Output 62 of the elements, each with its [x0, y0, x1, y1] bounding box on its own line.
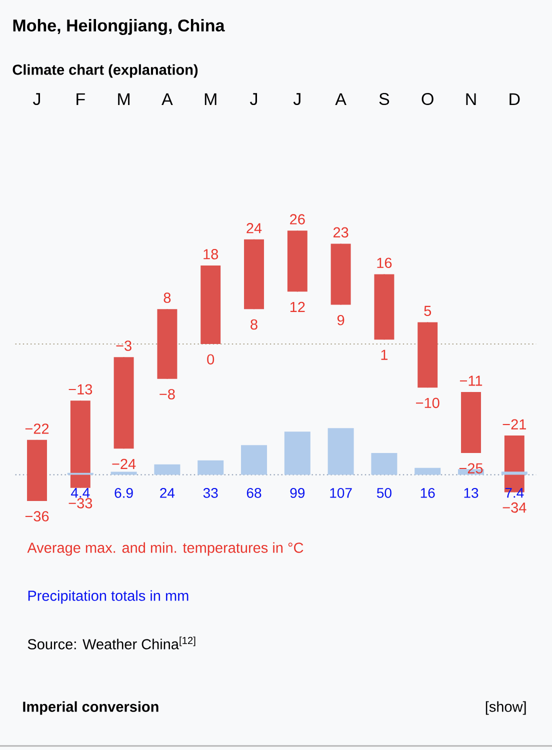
data-label: 16 [420, 488, 435, 498]
bar [198, 460, 224, 475]
bar [328, 428, 354, 475]
text: Average max. and min. temperatures in °C [27, 542, 304, 556]
data-label: 24 [160, 488, 175, 498]
x-tick-label: J [33, 93, 40, 106]
chart-title: Mohe, Heilongjiang, China [13, 19, 225, 35]
data-label: 68 [246, 488, 262, 498]
annotation: −25 [459, 463, 483, 474]
annotation: −8 [160, 389, 175, 400]
text: Imperial conversion [23, 701, 158, 715]
x-tick-label: S [379, 92, 390, 106]
bar [154, 464, 180, 475]
annotation: 1 [381, 350, 388, 360]
x-tick-label: A [335, 93, 346, 106]
annotation: 23 [333, 227, 348, 238]
annotation: 24 [246, 223, 262, 234]
data-label: 99 [290, 488, 305, 498]
x-tick-label: J [293, 93, 300, 106]
source-note: Source: Weather China$^{[12]}$ [28, 636, 196, 650]
annotation: 26 [290, 214, 305, 224]
annotation: 12 [290, 302, 305, 312]
data-label: 13 [464, 488, 478, 498]
x-tick-label: O [422, 92, 434, 106]
annotation: 0 [207, 354, 214, 364]
annotation: −33 [68, 498, 92, 508]
bar [241, 445, 267, 475]
x-tick-label: F [76, 93, 85, 106]
annotation: 9 [337, 314, 344, 326]
annotation: 8 [164, 292, 171, 303]
data-label: 50 [376, 488, 392, 498]
bar [371, 453, 398, 475]
annotation: −11 [460, 376, 482, 386]
annotation: 8 [250, 319, 258, 330]
x-tick-label: A [162, 93, 173, 106]
x-tick-label: J [250, 93, 257, 106]
annotation: −13 [68, 384, 92, 394]
annotation: 16 [377, 258, 392, 268]
annotation: −24 [112, 458, 136, 469]
x-tick-label: M [118, 93, 130, 106]
data-label: 107 [330, 488, 352, 498]
annotation: 5 [424, 306, 432, 316]
data-label: 6.9 [114, 488, 133, 498]
bar [414, 468, 441, 475]
text: Precipitation totals in mm [28, 590, 188, 604]
bar [284, 432, 310, 475]
annotation: −21 [502, 419, 526, 430]
annotation: −36 [25, 511, 49, 522]
chart-subtitle: Climate chart (explanation) [12, 64, 198, 78]
x-tick-label: D [510, 93, 520, 106]
annotation: −34 [502, 502, 526, 513]
x-tick-label: N [466, 93, 476, 106]
x-tick-label: M [204, 93, 216, 106]
data-label: 4.4 [70, 488, 90, 498]
annotation: −22 [25, 424, 49, 434]
text: [show] [486, 701, 526, 715]
annotation: −3 [116, 340, 132, 351]
bar [501, 472, 528, 475]
data-label: 33 [203, 488, 218, 498]
annotation: 18 [204, 249, 218, 260]
bar [110, 472, 137, 475]
annotation: −10 [416, 398, 440, 408]
